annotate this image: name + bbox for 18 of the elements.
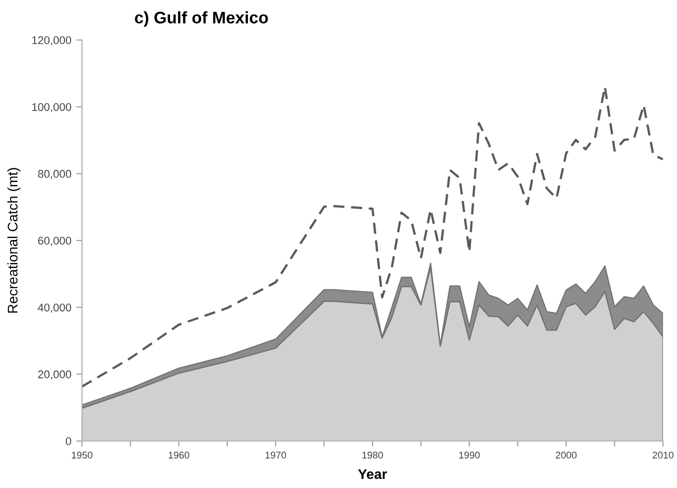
y-tick-label: 120,000 bbox=[32, 36, 72, 46]
x-tick-label: 1950 bbox=[72, 452, 92, 459]
y-tick-label: 80,000 bbox=[38, 170, 72, 180]
y-tick-label: 40,000 bbox=[38, 304, 72, 313]
x-tick-label: 2000 bbox=[556, 452, 577, 459]
x-axis-title: Year bbox=[358, 469, 387, 480]
x-tick-label: 1990 bbox=[459, 452, 480, 459]
x-tick-label: 2010 bbox=[652, 452, 674, 459]
y-tick-label: 20,000 bbox=[38, 370, 72, 380]
x-tick-label: 1980 bbox=[362, 452, 383, 459]
y-tick-label: 60,000 bbox=[38, 236, 72, 246]
chart-title: c) Gulf of Mexico bbox=[134, 11, 268, 27]
x-tick-label: 1970 bbox=[266, 452, 286, 459]
y-axis-title: Recreational Catch (mt) bbox=[7, 168, 20, 313]
x-tick-label: 1960 bbox=[168, 452, 190, 459]
y-tick-label: 100,000 bbox=[32, 103, 72, 112]
line-series bbox=[82, 86, 663, 388]
y-tick-label: 0 bbox=[66, 437, 72, 446]
